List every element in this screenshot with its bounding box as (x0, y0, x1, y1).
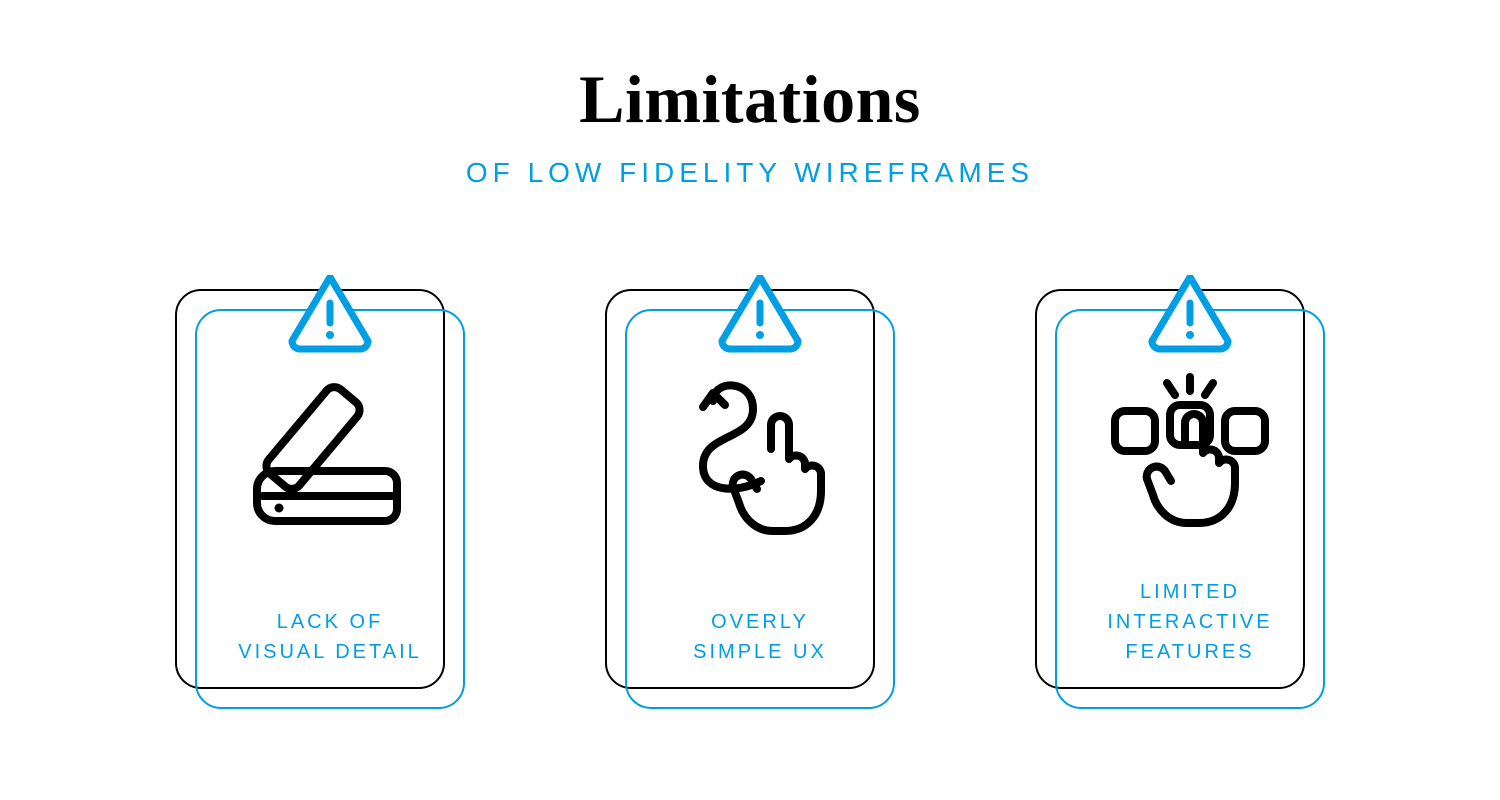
page-title: Limitations (579, 60, 921, 139)
warning-triangle-icon (715, 275, 805, 353)
card-label: LIMITED INTERACTIVE FEATURES (1107, 577, 1272, 667)
card-front-frame: OVERLY SIMPLE UX (625, 309, 895, 709)
card-label: LACK OF VISUAL DETAIL (238, 607, 422, 667)
card-lack-of-visual-detail: LACK OF VISUAL DETAIL (175, 289, 465, 709)
curved-path-hand-icon (675, 371, 845, 541)
page-subtitle: OF LOW FIDELITY WIREFRAMES (466, 157, 1034, 189)
warning-triangle-icon (1145, 275, 1235, 353)
card-label: OVERLY SIMPLE UX (693, 607, 827, 667)
card-front-frame: LACK OF VISUAL DETAIL (195, 309, 465, 709)
warning-triangle-icon (285, 275, 375, 353)
card-limited-interactive-features: LIMITED INTERACTIVE FEATURES (1035, 289, 1325, 709)
cards-row: LACK OF VISUAL DETAIL (175, 289, 1325, 709)
card-overly-simple-ux: OVERLY SIMPLE UX (605, 289, 895, 709)
swatch-knife-icon (245, 371, 415, 541)
tap-selection-icon (1105, 371, 1275, 541)
card-front-frame: LIMITED INTERACTIVE FEATURES (1055, 309, 1325, 709)
